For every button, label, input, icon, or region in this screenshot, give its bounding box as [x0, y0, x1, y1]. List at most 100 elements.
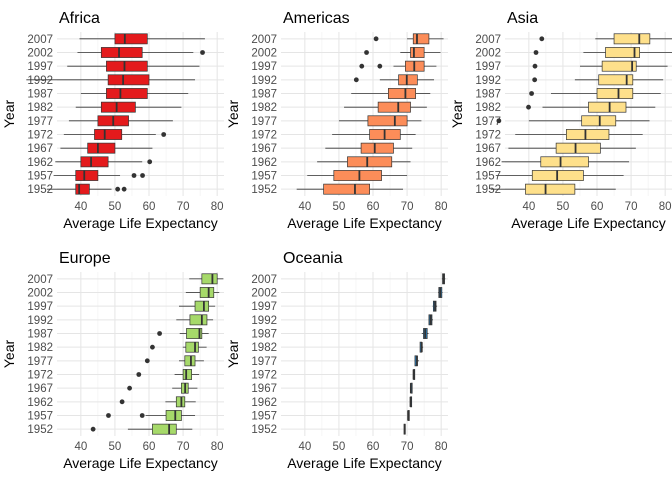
- y-tick-label: 1967: [27, 143, 53, 155]
- x-tick-label: 60: [367, 201, 380, 213]
- box-europe-1962: [119, 396, 196, 408]
- box-americas-1977: [338, 115, 422, 127]
- x-tick-label: 50: [109, 201, 122, 213]
- x-tick-label: 80: [659, 201, 672, 213]
- box-body: [94, 129, 123, 140]
- panel-title: Africa: [59, 10, 100, 27]
- box-body: [412, 33, 430, 45]
- box-body: [106, 88, 148, 99]
- box-body: [186, 328, 203, 339]
- box-oceania-1977: [414, 355, 420, 367]
- y-tick-label: 1957: [251, 171, 277, 183]
- outlier-point: [90, 426, 96, 432]
- y-tick-label: 1962: [27, 157, 53, 169]
- box-oceania-1997: [432, 300, 438, 312]
- x-tick-label: 50: [333, 201, 346, 213]
- y-tick-label: 1977: [475, 116, 501, 128]
- box-asia-2002: [533, 47, 672, 58]
- box-body: [100, 101, 136, 113]
- box-body: [194, 300, 210, 312]
- box-americas-1987: [351, 88, 431, 99]
- y-tick-label: 2002: [251, 48, 277, 60]
- x-tick-label: 70: [177, 201, 190, 213]
- box-body: [199, 287, 215, 298]
- y-tick-label: 1987: [475, 89, 501, 101]
- box-americas-1952: [296, 183, 404, 195]
- outlier-point: [131, 173, 137, 178]
- box-body: [201, 273, 218, 285]
- box-africa-1992: [26, 74, 196, 86]
- box-body: [87, 142, 116, 154]
- box-asia-2007: [539, 33, 672, 45]
- y-axis-title: Year: [1, 340, 17, 369]
- x-tick-label: 70: [177, 441, 190, 453]
- box-body: [75, 183, 90, 195]
- y-tick-label: 1967: [475, 143, 501, 155]
- x-tick-label: 40: [298, 201, 311, 213]
- box-asia-1972: [515, 129, 643, 140]
- x-tick-label: 60: [591, 201, 604, 213]
- outlier-point: [139, 413, 145, 418]
- x-tick-label: 40: [298, 441, 311, 453]
- box-asia-1982: [526, 101, 656, 113]
- outlier-point: [140, 173, 145, 178]
- y-tick-label: 1967: [251, 383, 277, 395]
- box-body: [377, 101, 411, 113]
- outlier-point: [115, 186, 121, 192]
- box-oceania-2007: [441, 273, 446, 285]
- box-oceania-1992: [428, 314, 434, 326]
- y-tick-label: 1957: [251, 411, 277, 423]
- box-europe-1982: [150, 341, 207, 353]
- box-africa-1982: [75, 101, 182, 113]
- x-tick-label: 40: [74, 441, 87, 453]
- box-body: [333, 170, 382, 181]
- box-body: [555, 142, 601, 154]
- y-axis-title: Year: [225, 340, 241, 369]
- box-americas-1957: [307, 170, 408, 181]
- box-asia-1952: [490, 183, 616, 195]
- panel-title: Oceania: [283, 250, 343, 267]
- y-tick-label: 1957: [27, 171, 53, 183]
- outlier-point: [364, 50, 369, 55]
- outlier-point: [353, 77, 359, 83]
- y-tick-label: 2007: [27, 274, 53, 286]
- outlier-point: [106, 413, 111, 418]
- y-tick-label: 1962: [251, 157, 277, 169]
- outlier-point: [529, 91, 534, 96]
- box-africa-2002: [77, 47, 205, 58]
- x-tick-label: 50: [109, 441, 122, 453]
- outlier-point: [532, 77, 538, 83]
- box-body: [323, 183, 370, 195]
- box-asia-1997: [532, 60, 668, 72]
- box-asia-1987: [529, 88, 661, 99]
- box-americas-1997: [359, 60, 437, 72]
- box-oceania-1962: [409, 396, 413, 408]
- box-africa-1957: [53, 170, 145, 181]
- outlier-point: [526, 104, 531, 110]
- box-body: [184, 355, 196, 367]
- box-oceania-2002: [438, 287, 443, 298]
- box-africa-1987: [80, 88, 189, 99]
- y-tick-label: 1982: [27, 102, 53, 114]
- x-tick-label: 70: [401, 201, 414, 213]
- y-axis-title: Year: [449, 100, 465, 129]
- y-tick-label: 1967: [27, 383, 53, 395]
- box-europe-1967: [127, 382, 198, 394]
- box-body: [398, 74, 418, 86]
- box-body: [152, 423, 177, 435]
- y-tick-label: 1992: [251, 315, 277, 327]
- box-americas-1962: [317, 156, 411, 168]
- y-tick-label: 2007: [251, 34, 277, 46]
- box-asia-1977: [496, 115, 650, 127]
- x-tick-label: 70: [401, 441, 414, 453]
- y-tick-label: 1962: [27, 397, 53, 409]
- box-africa-1972: [63, 129, 167, 140]
- outlier-point: [359, 63, 365, 69]
- box-europe-1987: [157, 328, 209, 339]
- box-body: [601, 60, 637, 72]
- x-tick-label: 80: [211, 441, 224, 453]
